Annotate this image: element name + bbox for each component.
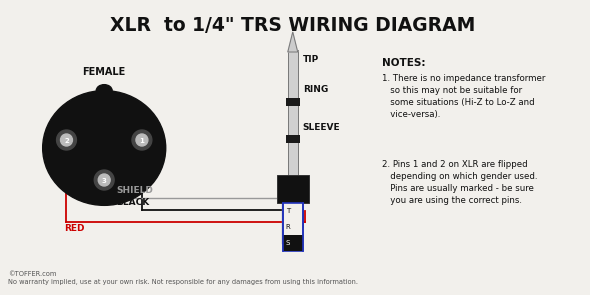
Text: RED: RED bbox=[64, 224, 85, 233]
FancyBboxPatch shape bbox=[283, 235, 303, 251]
Text: FEMALE: FEMALE bbox=[83, 67, 126, 77]
Circle shape bbox=[61, 134, 73, 146]
Text: 2: 2 bbox=[64, 138, 69, 144]
Text: RING: RING bbox=[303, 86, 328, 94]
Text: S: S bbox=[286, 240, 290, 246]
Circle shape bbox=[132, 130, 152, 150]
Polygon shape bbox=[288, 32, 298, 52]
Text: SHIELD: SHIELD bbox=[116, 186, 153, 195]
Ellipse shape bbox=[42, 91, 166, 205]
Text: 3: 3 bbox=[101, 178, 107, 184]
Text: T: T bbox=[286, 208, 290, 214]
FancyBboxPatch shape bbox=[286, 135, 300, 143]
Text: TIP: TIP bbox=[303, 55, 319, 64]
Text: SLEEVE: SLEEVE bbox=[303, 123, 340, 132]
Circle shape bbox=[99, 174, 110, 186]
FancyBboxPatch shape bbox=[277, 175, 309, 203]
Text: XLR  to 1/4" TRS WIRING DIAGRAM: XLR to 1/4" TRS WIRING DIAGRAM bbox=[110, 16, 476, 35]
Text: ©TOFFER.com
No warranty implied, use at your own risk. Not responsible for any d: ©TOFFER.com No warranty implied, use at … bbox=[8, 271, 358, 285]
Text: 1: 1 bbox=[139, 138, 145, 144]
FancyBboxPatch shape bbox=[288, 50, 298, 175]
Text: 1. There is no impedance transformer
   so this may not be suitable for
   some : 1. There is no impedance transformer so … bbox=[382, 74, 545, 119]
Text: NOTES:: NOTES: bbox=[382, 58, 425, 68]
FancyBboxPatch shape bbox=[283, 203, 303, 251]
Circle shape bbox=[136, 134, 148, 146]
Text: R: R bbox=[286, 224, 290, 230]
Circle shape bbox=[57, 130, 77, 150]
Circle shape bbox=[94, 170, 114, 190]
FancyBboxPatch shape bbox=[286, 98, 300, 106]
Text: BLACK: BLACK bbox=[116, 198, 149, 207]
Text: 2. Pins 1 and 2 on XLR are flipped
   depending on which gender used.
   Pins ar: 2. Pins 1 and 2 on XLR are flipped depen… bbox=[382, 160, 537, 205]
Ellipse shape bbox=[96, 85, 112, 97]
